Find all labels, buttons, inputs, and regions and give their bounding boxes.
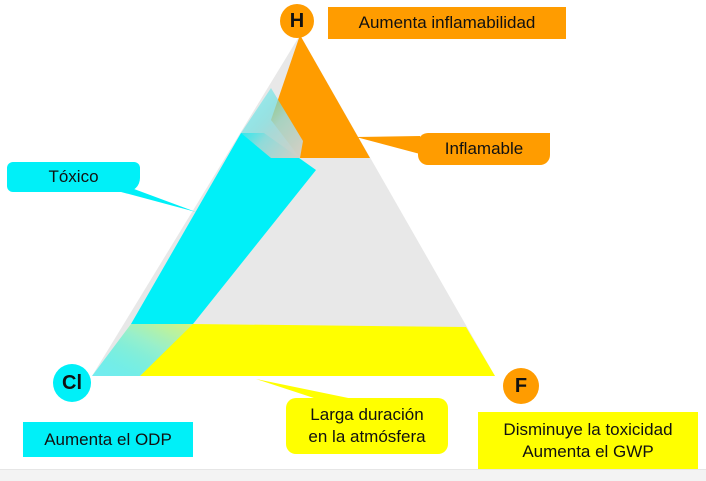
flammable-zone [271,35,370,158]
callout-pointer-inflamable [356,136,420,154]
label-aumenta-inflamabilidad: Aumenta inflamabilidad [328,7,566,39]
vertex-h: H [280,4,314,38]
vertex-cl: Cl [53,364,91,402]
blend-bottom-zone [92,324,193,376]
label-f-line2: Aumenta el GWP [522,441,654,461]
label-aumenta-odp: Aumenta el ODP [23,422,193,457]
label-larga-duracion: Larga duración en la atmósfera [286,398,448,454]
label-toxico: Tóxico [7,162,140,192]
long-lifetime-zone [140,324,495,376]
label-larga-duracion-line1: Larga duración [310,405,424,424]
label-f-line1: Disminuye la toxicidad [503,419,673,439]
callout-pointer-toxico [110,189,196,212]
blend-top-zone [241,88,303,158]
label-inflamable: Inflamable [418,133,550,165]
callout-pointer-larga-duracion [256,379,358,400]
label-larga-duracion-line2: en la atmósfera [308,427,426,446]
bottom-strip [0,469,706,481]
label-f-properties: Disminuye la toxicidad Aumenta el GWP [478,412,698,469]
toxic-zone [131,133,316,324]
vertex-f: F [503,368,539,404]
